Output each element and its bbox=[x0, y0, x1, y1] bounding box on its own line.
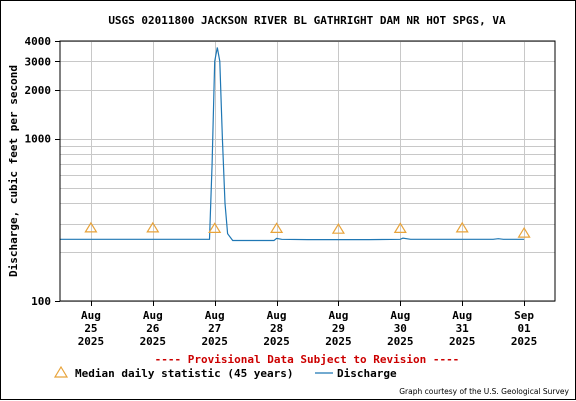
x-tick-label: 2025 bbox=[78, 335, 105, 348]
x-tick-labels: Aug252025Aug262025Aug272025Aug282025Aug2… bbox=[78, 301, 538, 348]
x-tick-label: 26 bbox=[146, 322, 160, 335]
median-marker bbox=[270, 222, 284, 233]
median-marker bbox=[393, 222, 407, 233]
x-tick-label: 2025 bbox=[325, 335, 352, 348]
y-tick-label: 4000 bbox=[25, 35, 52, 48]
x-tick-label: 29 bbox=[332, 322, 345, 335]
median-marker bbox=[455, 221, 469, 233]
legend-median-label: Median daily statistic (45 years) bbox=[75, 367, 294, 380]
y-tick-label: 3000 bbox=[25, 55, 52, 68]
x-tick-label: 2025 bbox=[201, 335, 228, 348]
median-marker bbox=[146, 221, 160, 233]
series-layer bbox=[60, 47, 531, 242]
chart-title: USGS 02011800 JACKSON RIVER BL GATHRIGHT… bbox=[108, 14, 506, 27]
x-tick-label: 25 bbox=[84, 322, 97, 335]
x-tick-label: 2025 bbox=[140, 335, 167, 348]
x-tick-label: 27 bbox=[208, 322, 221, 335]
x-tick-label: Aug bbox=[81, 309, 101, 322]
median-marker bbox=[517, 226, 531, 238]
y-tick-label: 100 bbox=[31, 295, 51, 308]
x-tick-label: 2025 bbox=[387, 335, 414, 348]
plot-area-border bbox=[59, 40, 556, 302]
y-tick-label: 2000 bbox=[25, 84, 52, 97]
x-tick-label: 2025 bbox=[511, 335, 538, 348]
median-marker bbox=[208, 222, 222, 233]
x-tick-label: Aug bbox=[329, 309, 349, 322]
x-tick-label: Sep bbox=[514, 309, 534, 322]
x-tick-label: Aug bbox=[143, 309, 163, 322]
median-marker bbox=[331, 223, 345, 234]
x-tick-label: Aug bbox=[390, 309, 410, 322]
y-tick-label: 1000 bbox=[25, 133, 52, 146]
x-tick-label: Aug bbox=[205, 309, 225, 322]
x-tick-label: 31 bbox=[456, 322, 470, 335]
legend-discharge-label: Discharge bbox=[337, 367, 397, 380]
y-axis-label: Discharge, cubic feet per second bbox=[7, 65, 20, 277]
legend: Median daily statistic (45 years) Discha… bbox=[53, 365, 397, 380]
x-tick-label: 2025 bbox=[449, 335, 476, 348]
x-tick-label: Aug bbox=[267, 309, 287, 322]
legend-median-marker bbox=[53, 365, 69, 378]
discharge-line bbox=[60, 47, 525, 242]
provisional-notice: ---- Provisional Data Subject to Revisio… bbox=[155, 353, 460, 366]
x-tick-label: 30 bbox=[394, 322, 407, 335]
y-tick-labels: 100 1000 2000 3000 4000 bbox=[25, 35, 60, 308]
x-tick-label: 2025 bbox=[263, 335, 290, 348]
x-tick-label: Aug bbox=[452, 309, 472, 322]
grid-lines bbox=[60, 41, 555, 302]
x-tick-label: 28 bbox=[270, 322, 283, 335]
x-tick-label: 01 bbox=[517, 322, 531, 335]
median-marker bbox=[84, 221, 98, 233]
credit-note: Graph courtesy of the U.S. Geological Su… bbox=[399, 387, 569, 396]
